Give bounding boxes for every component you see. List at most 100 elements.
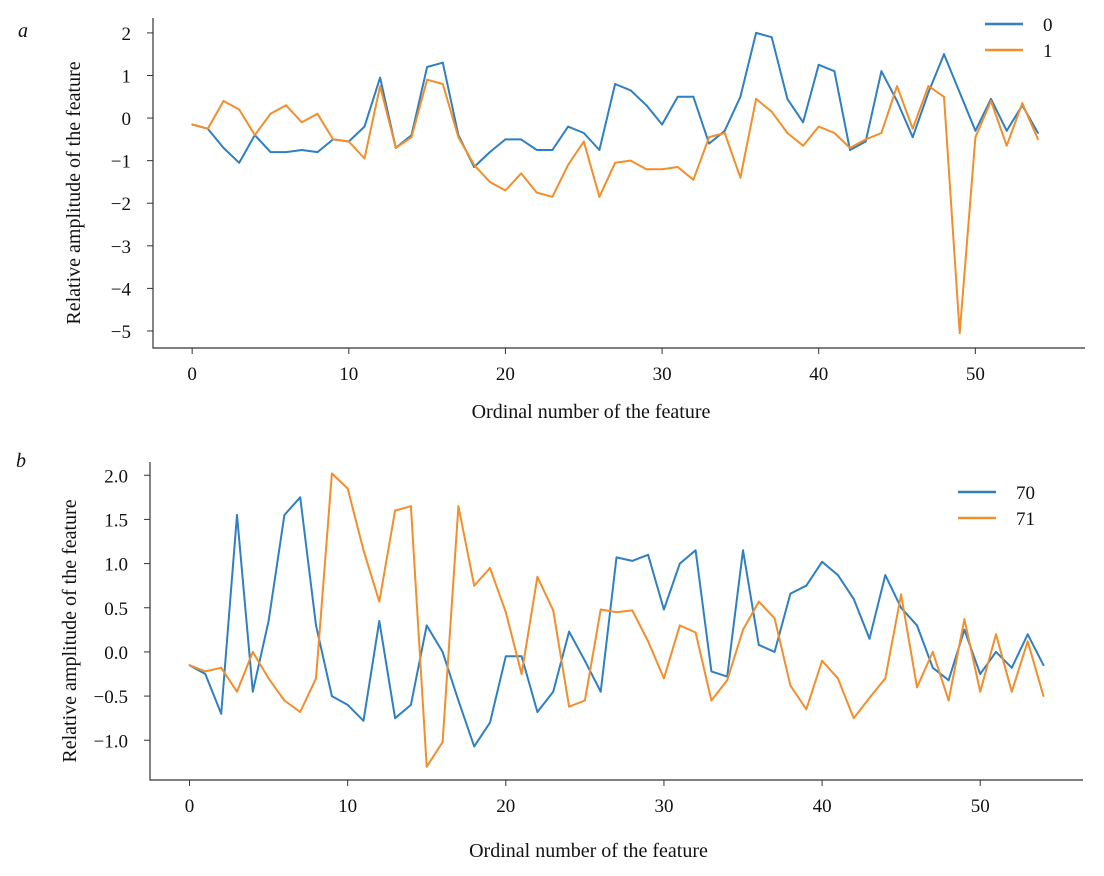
- y-tick-label: −5: [111, 322, 131, 343]
- data-point: [786, 98, 789, 100]
- y-tick-label: −1.0: [94, 731, 128, 752]
- data-point: [599, 690, 602, 693]
- data-point: [710, 699, 713, 702]
- y-tick-label: −1: [111, 152, 131, 173]
- data-point: [645, 168, 648, 171]
- data-point: [473, 584, 476, 587]
- data-point: [300, 121, 303, 124]
- data-point: [362, 549, 365, 552]
- data-point: [204, 670, 207, 673]
- data-point: [552, 690, 555, 693]
- data-point: [378, 600, 381, 603]
- data-point: [678, 624, 681, 627]
- x-tick-label: 20: [496, 364, 515, 385]
- data-point: [789, 684, 792, 687]
- data-point: [1042, 664, 1045, 667]
- y-tick-label: 0.0: [104, 643, 128, 664]
- data-point: [316, 151, 319, 154]
- data-point: [931, 651, 934, 653]
- data-point: [739, 176, 742, 179]
- data-point: [833, 132, 836, 134]
- data-point: [441, 61, 444, 64]
- data-point: [379, 85, 381, 87]
- axis-spines: [152, 18, 1085, 349]
- data-point: [283, 514, 286, 516]
- data-point: [849, 147, 851, 149]
- data-point: [1010, 666, 1013, 669]
- legend: 01: [985, 15, 1053, 62]
- data-point: [238, 161, 241, 164]
- data-point: [631, 609, 634, 612]
- data-point: [694, 631, 697, 634]
- data-point: [488, 181, 491, 183]
- data-point: [837, 677, 839, 680]
- data-point: [770, 36, 773, 39]
- data-point: [958, 91, 961, 94]
- data-point: [817, 63, 820, 66]
- x-axis-label: Ordinal number of the feature: [469, 840, 708, 862]
- data-point: [520, 673, 523, 675]
- data-point: [520, 655, 523, 658]
- x-tick-label: 20: [496, 796, 515, 817]
- data-point: [773, 617, 776, 620]
- data-point: [473, 164, 475, 166]
- data-point: [852, 598, 855, 600]
- x-tick-label: 50: [966, 364, 985, 385]
- data-point: [191, 123, 194, 126]
- data-point: [598, 149, 601, 151]
- data-point: [884, 574, 887, 576]
- data-point: [504, 655, 507, 658]
- y-tick-label: 0.5: [104, 599, 128, 620]
- data-point: [708, 136, 710, 139]
- data-point: [833, 70, 836, 73]
- data-point: [394, 717, 396, 720]
- data-point: [1005, 144, 1008, 147]
- data-point: [489, 721, 491, 724]
- data-point: [868, 637, 871, 640]
- data-point: [837, 574, 839, 576]
- data-point: [253, 134, 256, 137]
- data-point: [299, 496, 302, 499]
- data-point: [535, 149, 538, 151]
- data-point: [864, 138, 867, 141]
- data-point: [315, 624, 317, 627]
- series-line-71: [189, 472, 1045, 768]
- data-point: [598, 195, 601, 198]
- data-point: [614, 83, 616, 85]
- data-point: [269, 112, 272, 115]
- data-point: [220, 666, 223, 669]
- data-point: [441, 651, 444, 653]
- data-point: [299, 711, 302, 713]
- data-point: [647, 553, 649, 556]
- data-point: [726, 679, 729, 682]
- data-point: [995, 651, 997, 653]
- data-point: [251, 651, 254, 653]
- data-point: [757, 644, 760, 646]
- data-point: [631, 560, 634, 562]
- data-point: [723, 129, 726, 132]
- x-axis-label: Ordinal number of the feature: [472, 401, 711, 423]
- data-point: [300, 149, 303, 151]
- data-point: [251, 690, 254, 693]
- data-point: [694, 549, 697, 552]
- x-tick-label: 30: [654, 796, 673, 817]
- data-point: [678, 562, 681, 565]
- data-point: [916, 686, 918, 689]
- data-point: [821, 659, 823, 662]
- y-tick-label: 1.5: [104, 510, 128, 531]
- data-point: [661, 168, 663, 171]
- data-point: [520, 172, 522, 175]
- data-point: [710, 670, 713, 673]
- data-point: [755, 32, 757, 34]
- data-point: [884, 677, 887, 680]
- data-point: [757, 600, 760, 603]
- data-point: [457, 699, 460, 702]
- data-point: [615, 611, 618, 614]
- data-point: [236, 690, 238, 693]
- data-point: [582, 132, 585, 134]
- data-point: [868, 697, 871, 699]
- data-point: [963, 628, 966, 631]
- data-point: [315, 677, 317, 680]
- data-point: [363, 125, 366, 128]
- data-point: [222, 100, 225, 102]
